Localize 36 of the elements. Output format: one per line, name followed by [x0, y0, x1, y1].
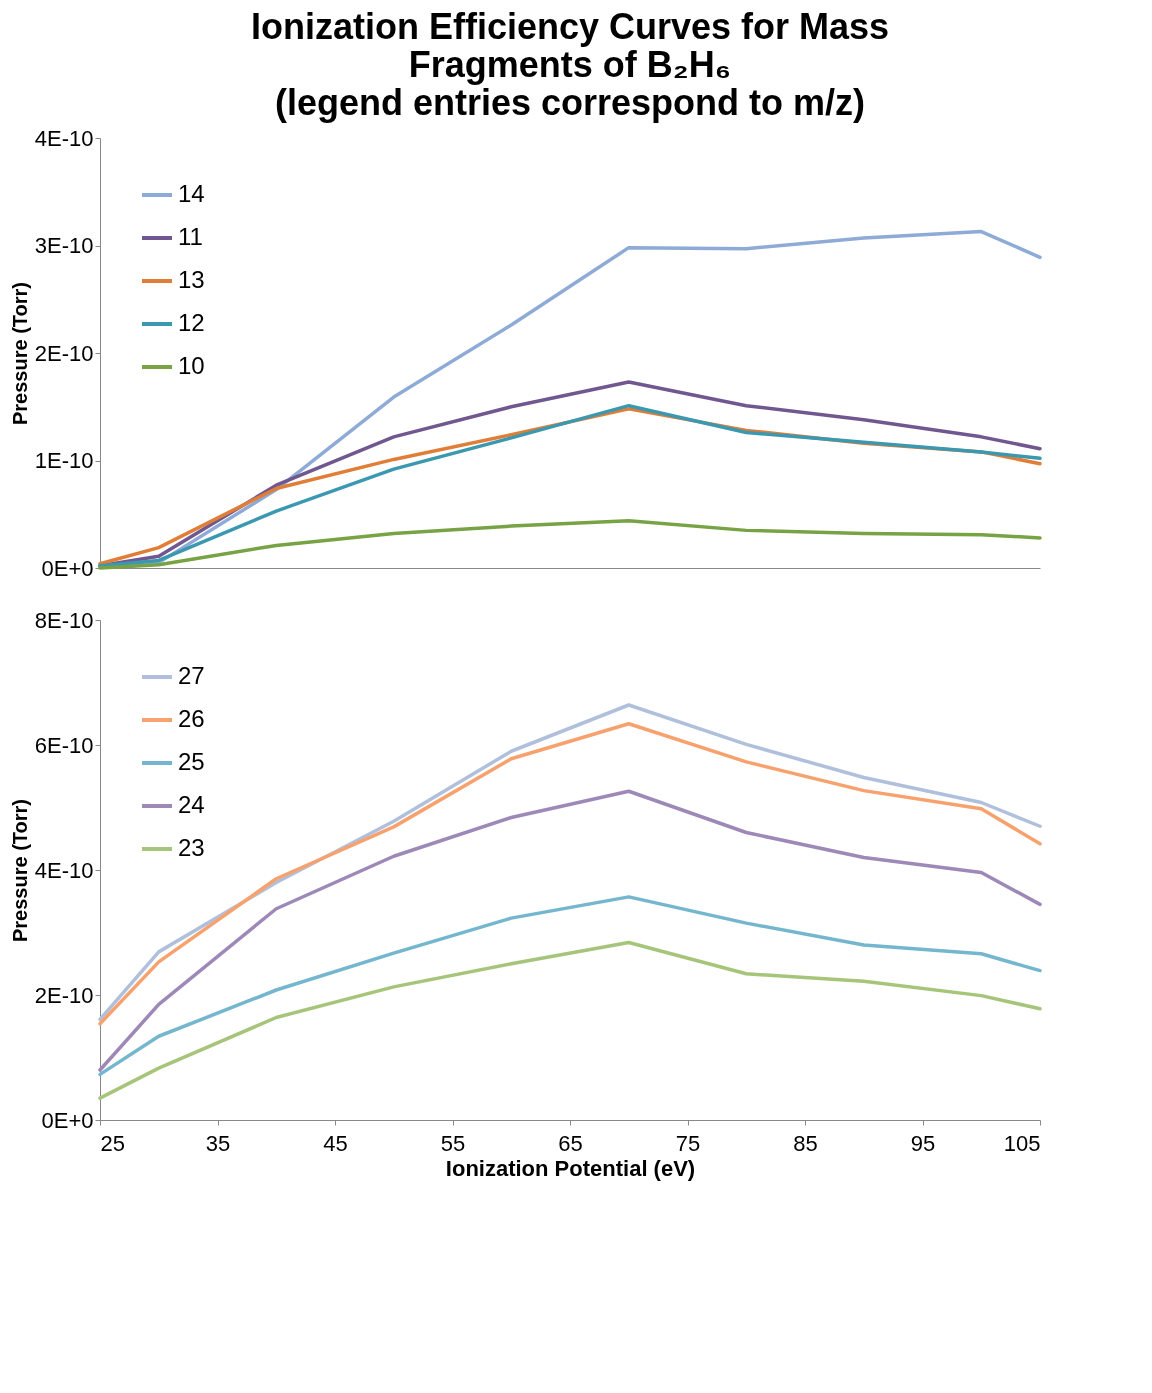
- line-series: [98, 895, 1042, 1077]
- x-axis-title: Ionization Potential (eV): [445, 1155, 696, 1181]
- y-tick-label: 2E-10: [34, 982, 94, 1008]
- legend-label: 12: [178, 309, 205, 336]
- y-tick-label: 0E+0: [41, 555, 94, 581]
- x-tick-label: 35: [205, 1130, 231, 1156]
- x-tick-label: 55: [440, 1130, 466, 1156]
- y-tick-label: 0E+0: [41, 1107, 94, 1133]
- y-tick-label: 4E-10: [34, 125, 94, 151]
- y-tick-label: 1E-10: [34, 448, 94, 473]
- x-tick-label: 75: [675, 1130, 701, 1156]
- x-tick-label: 45: [323, 1130, 348, 1156]
- y-tick-label: 4E-10: [34, 857, 94, 883]
- y-tick-label: 3E-10: [34, 233, 94, 258]
- y-axis-title: Pressure (Torr): [8, 798, 31, 943]
- x-tick-label: 105: [1003, 1130, 1041, 1156]
- chart-title: Ionization Efficiency Curves for Mass Fragments of B₂H₆ (legend entries correspond to m/z): [250, 6, 890, 123]
- legend-label: 26: [178, 705, 205, 732]
- y-tick-label: 2E-10: [34, 340, 94, 366]
- x-tick-label: 25: [100, 1130, 125, 1156]
- legend-label: 23: [178, 834, 205, 861]
- x-tick-label: 95: [910, 1130, 936, 1156]
- legend-label: 10: [178, 352, 205, 379]
- y-tick-label: 6E-10: [34, 732, 94, 758]
- y-tick-label: 8E-10: [34, 607, 94, 633]
- x-tick-label: 65: [558, 1130, 583, 1156]
- legend-label: 25: [178, 748, 205, 775]
- legend-label: 24: [178, 791, 205, 818]
- line-series: [98, 940, 1042, 1100]
- legend-label: 13: [178, 266, 205, 293]
- legend-label: 27: [178, 662, 205, 689]
- line-series: [98, 789, 1042, 1072]
- legend-label: 11: [178, 223, 203, 250]
- legend-label: 14: [178, 180, 205, 207]
- x-tick-label: 85: [793, 1130, 818, 1156]
- y-axis-title: Pressure (Torr): [8, 281, 31, 426]
